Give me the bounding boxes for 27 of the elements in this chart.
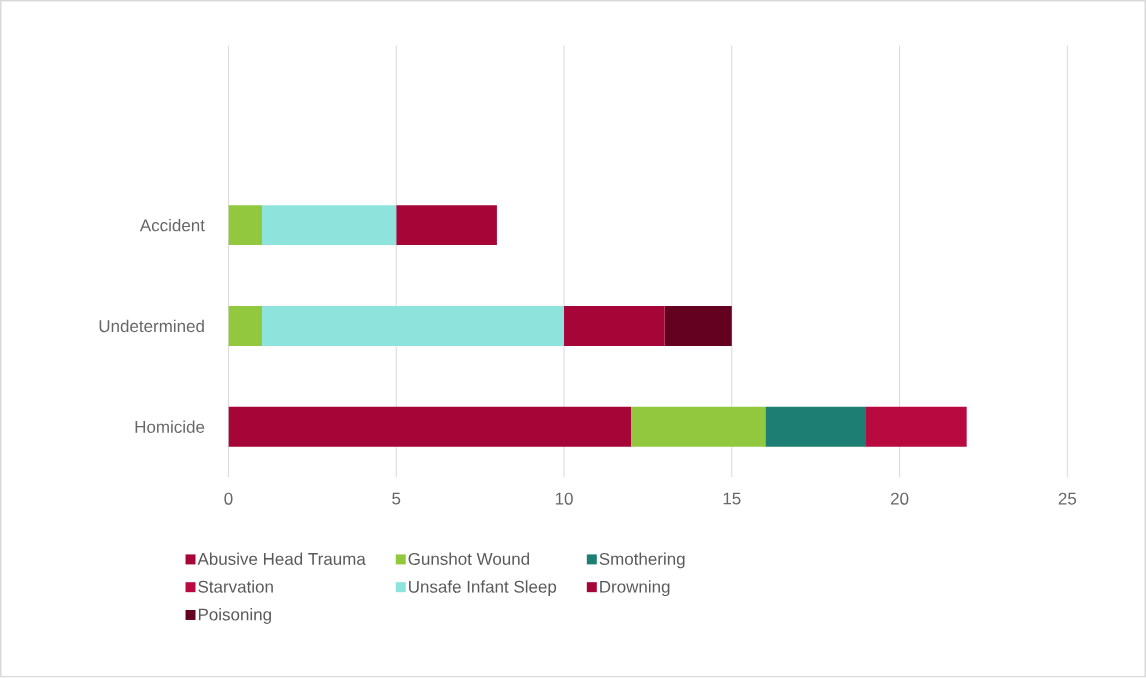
legend-label: Starvation: [198, 580, 273, 593]
x-tick-label: 10: [555, 492, 573, 505]
bar: [765, 406, 867, 447]
bar: [396, 205, 497, 246]
y-tick-label: Undetermined: [99, 319, 204, 333]
x-tick-label: 25: [1058, 492, 1077, 505]
legend-label: Drowning: [600, 580, 670, 597]
x-tick-label: 5: [392, 492, 401, 505]
bar: [664, 306, 732, 347]
bar: [631, 406, 766, 447]
bar: [228, 205, 263, 246]
legend-label: Smothering: [599, 552, 685, 569]
bar: [228, 406, 632, 447]
legend-label: Unsafe Infant Sleep: [409, 580, 557, 597]
x-tick-label: 20: [891, 492, 909, 505]
x-tick-label: 0: [224, 492, 233, 505]
legend-label: Abusive Head Trauma: [197, 552, 366, 566]
x-tick-label: 15: [723, 492, 741, 505]
bar: [564, 306, 665, 347]
legend-label: Poisoning: [198, 608, 271, 625]
y-tick-label: Accident: [139, 219, 205, 232]
legend-label: Gunshot Wound: [408, 552, 530, 566]
bar: [228, 306, 263, 347]
bar: [866, 406, 967, 447]
bar: [262, 306, 565, 347]
y-tick-label: Homicide: [135, 420, 205, 434]
bar: [262, 205, 397, 246]
